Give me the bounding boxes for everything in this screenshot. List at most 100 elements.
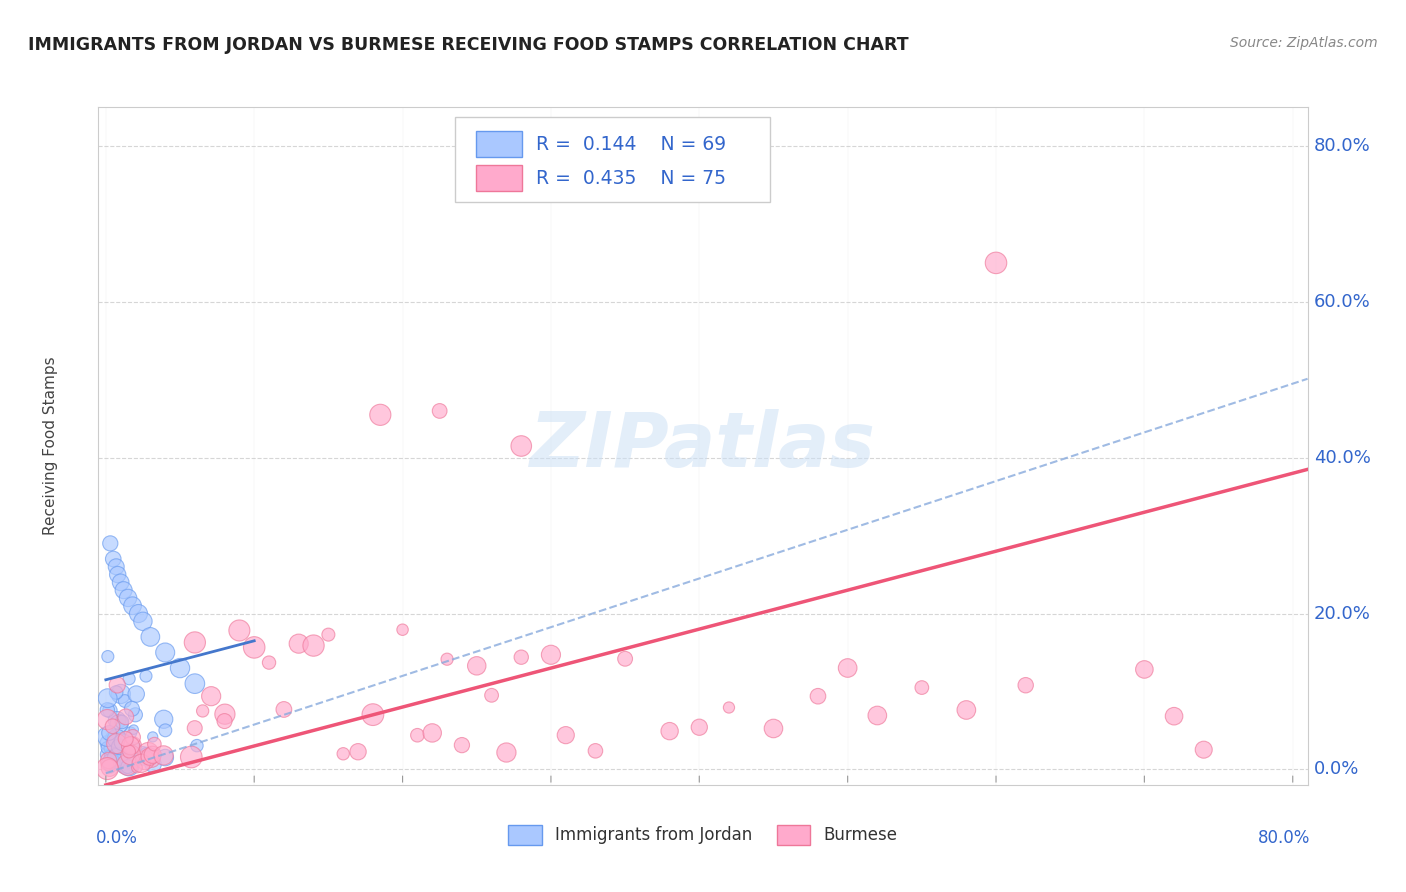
Point [96,736,118,750]
Point [96,713,118,727]
Point [105,685,128,699]
Point [97,754,120,768]
Point [98,704,121,718]
Point [98,748,121,763]
Point [658,724,681,739]
Point [96,762,118,776]
Point [98,726,121,740]
Point [114,710,136,724]
Point [214,714,236,728]
Point [955,703,977,717]
Point [101,719,124,733]
Point [124,755,146,769]
Point [717,700,740,714]
Point [139,749,162,764]
Point [124,741,146,756]
Point [318,627,340,641]
Point [228,624,250,638]
Point [152,712,174,726]
Point [391,623,413,637]
Point [105,678,128,692]
Point [406,728,429,742]
FancyBboxPatch shape [456,117,769,202]
Point [155,750,177,764]
Point [96,730,118,744]
Text: 80.0%: 80.0% [1257,829,1310,847]
Point [125,687,148,701]
Point [120,739,142,753]
Text: ZIPatlas: ZIPatlas [530,409,876,483]
Point [136,748,159,763]
Point [98,761,121,775]
Point [118,672,141,686]
Point [132,615,155,629]
Text: 80.0%: 80.0% [1313,137,1371,155]
Point [114,731,136,746]
Point [688,720,710,734]
Point [142,730,165,744]
Text: 20.0%: 20.0% [1313,605,1371,623]
Text: 60.0%: 60.0% [1313,293,1371,310]
Point [96,757,118,772]
Point [368,408,391,422]
Point [153,645,176,659]
Point [117,757,139,772]
Point [114,758,136,772]
Point [184,635,207,649]
Point [118,745,141,759]
Point [108,716,131,731]
Point [107,567,129,582]
Point [273,702,295,716]
Point [120,726,142,740]
Point [465,658,488,673]
Point [1015,678,1038,692]
Point [243,640,266,655]
Point [143,737,166,751]
Text: 0.0%: 0.0% [96,829,138,847]
Point [98,761,121,775]
Point [121,739,143,753]
Point [115,753,138,767]
Point [121,599,143,613]
Point [361,707,384,722]
Point [583,744,606,758]
Point [214,707,236,722]
Point [347,745,370,759]
Point [120,756,142,770]
Point [117,759,139,773]
Point [125,760,148,774]
Point [200,689,222,703]
Point [117,754,139,768]
Point [540,648,562,662]
Point [107,749,129,764]
Bar [475,131,522,157]
Legend: Immigrants from Jordan, Burmese: Immigrants from Jordan, Burmese [502,819,904,851]
Point [117,591,139,605]
Point [111,714,134,729]
Point [101,741,124,756]
Text: Receiving Food Stamps: Receiving Food Stamps [42,357,58,535]
Point [152,748,174,763]
Point [98,757,121,772]
Point [129,756,152,771]
Point [112,583,135,598]
Point [105,714,128,728]
Point [122,723,145,737]
Point [257,656,280,670]
Point [1133,663,1156,677]
Point [111,747,134,762]
Point [105,559,128,574]
Point [302,639,325,653]
Point [97,649,120,664]
Point [101,741,124,756]
Point [1163,709,1185,723]
Point [118,740,141,755]
Point [495,746,517,760]
Point [98,747,121,762]
Point [107,750,129,764]
Point [191,704,214,718]
Point [105,731,128,746]
Point [184,676,207,690]
Point [481,688,503,702]
Point [112,755,135,769]
